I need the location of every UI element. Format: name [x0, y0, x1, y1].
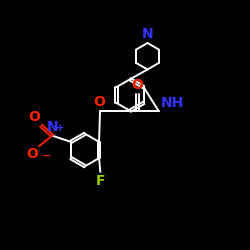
Text: O: O	[26, 147, 38, 162]
Text: N: N	[47, 120, 58, 134]
Text: N: N	[142, 27, 153, 41]
Text: F: F	[96, 174, 105, 188]
Text: O: O	[28, 110, 40, 124]
Text: −: −	[42, 150, 51, 161]
Text: O: O	[94, 95, 106, 109]
Text: O: O	[132, 78, 143, 92]
Text: NH: NH	[160, 96, 184, 110]
Text: +: +	[56, 123, 64, 133]
